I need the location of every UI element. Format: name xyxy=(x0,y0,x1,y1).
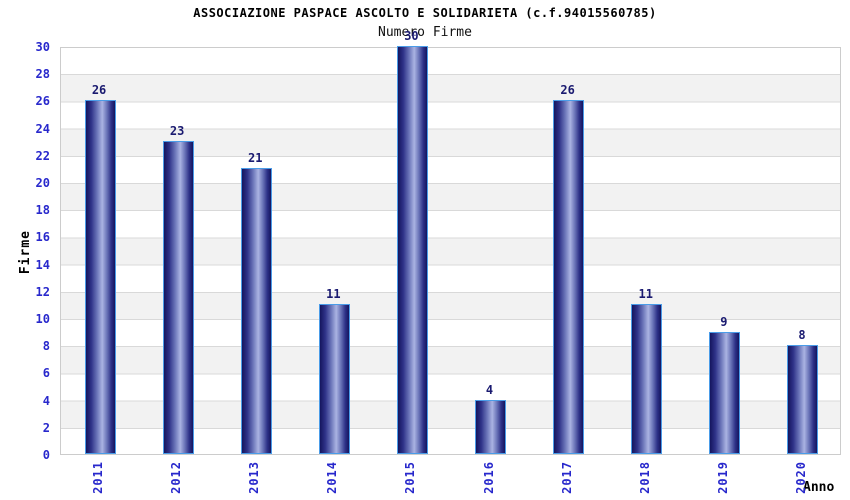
bar-value-label-2019: 9 xyxy=(720,314,728,329)
bar-value-label-2016: 4 xyxy=(485,382,494,397)
x-tick-label-2015: 2015 xyxy=(403,461,418,494)
plot-area xyxy=(60,46,841,455)
bar-2018 xyxy=(631,304,663,454)
x-axis-title: Anno xyxy=(803,480,835,495)
bar-2012 xyxy=(162,141,194,454)
y-tick-label-20: 20 xyxy=(35,176,50,190)
bar-2015 xyxy=(396,46,428,454)
x-tick-label-2011: 2011 xyxy=(91,461,106,494)
bar-value-label-2020: 8 xyxy=(798,328,806,343)
x-tick-label-2019: 2019 xyxy=(715,461,730,494)
chart-subtitle: Numero Firme xyxy=(378,25,472,40)
y-tick-label-22: 22 xyxy=(35,148,50,163)
x-tick-label-2013: 2013 xyxy=(247,461,262,494)
y-tick-label-26: 26 xyxy=(35,94,50,109)
x-tick-label-2016: 2016 xyxy=(481,461,496,494)
chart-title: ASSOCIAZIONE PASPACE ASCOLTO E SOLIDARIE… xyxy=(193,6,657,20)
y-tick-label-28: 28 xyxy=(35,67,50,82)
y-tick-label-16: 16 xyxy=(35,230,50,245)
y-tick-label-6: 6 xyxy=(42,366,50,381)
bar-value-label-2013: 21 xyxy=(248,151,263,166)
bar-value-label-2014: 11 xyxy=(326,287,341,302)
y-tick-label-24: 24 xyxy=(35,121,50,136)
bar-2020 xyxy=(787,345,819,454)
x-tick-label-2018: 2018 xyxy=(637,461,652,494)
bar-2011 xyxy=(84,100,116,454)
bar-value-label-2017: 26 xyxy=(560,83,575,98)
bar-2016 xyxy=(475,399,507,454)
y-tick-label-0: 0 xyxy=(42,448,50,462)
y-tick-label-8: 8 xyxy=(42,339,50,354)
bar-2019 xyxy=(709,331,741,454)
bar-value-label-2011: 26 xyxy=(91,83,107,98)
y-tick-label-10: 10 xyxy=(35,312,50,326)
x-tick-label-2014: 2014 xyxy=(325,461,340,494)
y-tick-label-12: 12 xyxy=(35,284,50,299)
x-tick-label-2017: 2017 xyxy=(559,461,574,494)
y-tick-label-18: 18 xyxy=(35,203,50,218)
x-tick-label-2020: 2020 xyxy=(793,461,808,494)
bar-value-label-2012: 23 xyxy=(169,124,185,139)
bar-value-label-2015: 30 xyxy=(404,29,419,43)
y-tick-label-14: 14 xyxy=(35,257,50,272)
bar-2017 xyxy=(553,100,585,454)
x-tick-label-2012: 2012 xyxy=(169,461,184,494)
bar-2014 xyxy=(318,304,350,454)
y-tick-label-4: 4 xyxy=(42,393,50,408)
bar-2013 xyxy=(240,168,272,454)
y-tick-label-2: 2 xyxy=(42,420,50,435)
y-tick-label-30: 30 xyxy=(35,40,50,54)
bar-value-label-2018: 11 xyxy=(638,287,653,302)
